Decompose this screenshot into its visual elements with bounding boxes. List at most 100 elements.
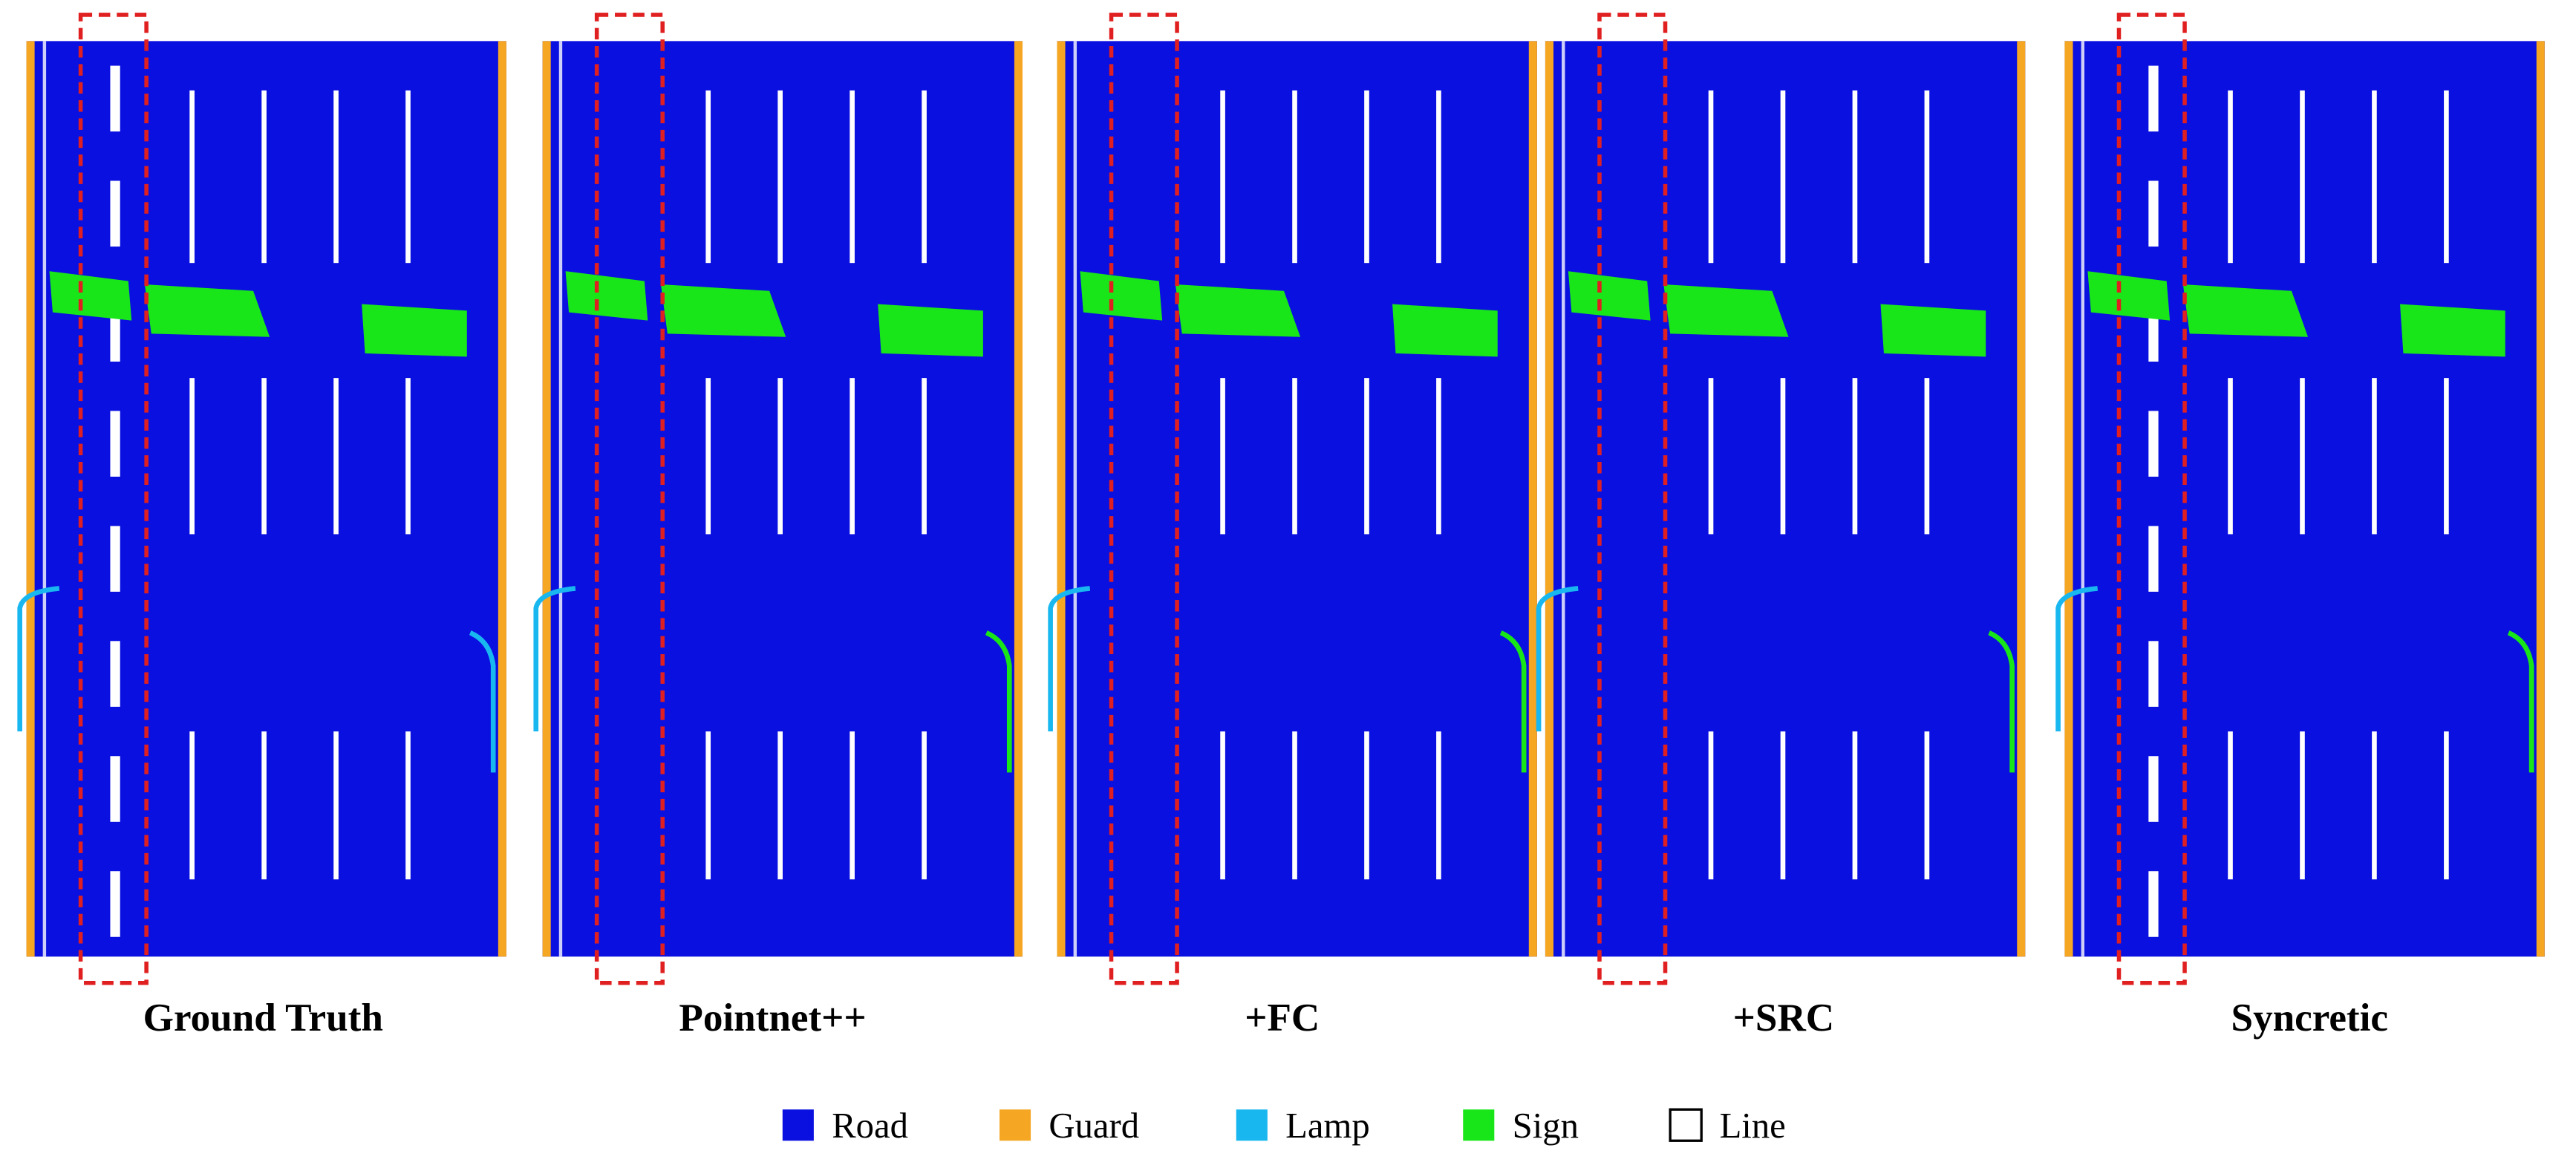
lane-line bbox=[405, 378, 411, 535]
sign bbox=[661, 284, 786, 337]
lane-line bbox=[1780, 731, 1786, 880]
legend-label: Line bbox=[1720, 1106, 1786, 1146]
sign bbox=[144, 284, 270, 337]
panel-label: +SRC bbox=[1733, 996, 1835, 1040]
lane-dash bbox=[110, 871, 120, 937]
lane-dash bbox=[110, 641, 120, 707]
lane-line bbox=[1780, 90, 1786, 264]
lane-line bbox=[2300, 378, 2305, 535]
lane-line bbox=[850, 378, 855, 535]
lamp bbox=[2507, 630, 2534, 773]
lane-line bbox=[1292, 731, 1297, 880]
highlight-box bbox=[78, 13, 149, 985]
guard bbox=[2064, 41, 2073, 957]
highlight-box bbox=[1597, 13, 1668, 985]
lane-line bbox=[705, 378, 711, 535]
edge-line bbox=[558, 41, 563, 957]
lane-line bbox=[1708, 90, 1714, 264]
sign bbox=[2400, 304, 2505, 357]
lane-line bbox=[1708, 378, 1714, 535]
lane-line bbox=[333, 731, 339, 880]
lamp bbox=[1988, 630, 2015, 773]
sign bbox=[565, 271, 648, 321]
lane-line bbox=[777, 378, 783, 535]
lane-line bbox=[2228, 731, 2233, 880]
sign bbox=[362, 304, 467, 357]
guard bbox=[542, 41, 551, 957]
lane-line bbox=[333, 378, 339, 535]
lane-dash bbox=[110, 65, 120, 132]
lamp bbox=[1536, 586, 1579, 732]
lane-line bbox=[705, 90, 711, 264]
lane-line bbox=[922, 378, 927, 535]
sign bbox=[1175, 284, 1301, 337]
lane-dash bbox=[110, 526, 120, 592]
edge-line bbox=[42, 41, 47, 957]
sign bbox=[2087, 271, 2171, 321]
highlight-box bbox=[594, 13, 665, 985]
lane-line bbox=[1852, 731, 1858, 880]
lane-line bbox=[1852, 378, 1858, 535]
highlight-box bbox=[1109, 13, 1179, 985]
panel-label: Syncretic bbox=[2231, 996, 2388, 1040]
panel-label: Ground Truth bbox=[143, 996, 383, 1040]
sign bbox=[1568, 271, 1651, 321]
panel: Syncretic bbox=[2055, 13, 2545, 1040]
legend-swatch bbox=[1463, 1109, 1495, 1141]
lane-line bbox=[1924, 90, 1930, 264]
lamp bbox=[469, 630, 496, 773]
guard bbox=[26, 41, 35, 957]
panel-label: Pointnet++ bbox=[679, 996, 866, 1040]
lane-line bbox=[1924, 731, 1930, 880]
lane-line bbox=[1292, 90, 1297, 264]
lane-line bbox=[705, 731, 711, 880]
lane-line bbox=[1292, 378, 1297, 535]
guard bbox=[2536, 41, 2545, 957]
guard bbox=[1545, 41, 1553, 957]
sign bbox=[2182, 284, 2309, 337]
guard bbox=[1057, 41, 1066, 957]
lane-line bbox=[2300, 90, 2305, 264]
lane-dash bbox=[2148, 756, 2159, 822]
lane-line bbox=[261, 378, 267, 535]
lane-line bbox=[1436, 378, 1441, 535]
panel: Pointnet++ bbox=[533, 13, 1023, 1040]
lane-line bbox=[1220, 90, 1225, 264]
highlight-box bbox=[2116, 13, 2187, 985]
lamp bbox=[17, 586, 60, 732]
guard bbox=[498, 41, 506, 957]
lane-line bbox=[1220, 731, 1225, 880]
lane-line bbox=[1364, 378, 1369, 535]
sign bbox=[1880, 304, 1986, 357]
edge-line bbox=[1073, 41, 1077, 957]
lane-dash bbox=[110, 180, 120, 247]
lane-dash bbox=[2148, 180, 2159, 247]
lane-dash bbox=[2148, 65, 2159, 132]
lamp bbox=[533, 586, 576, 732]
panel: +FC bbox=[1048, 13, 1537, 1040]
lane-line bbox=[922, 90, 927, 264]
lane-line bbox=[333, 90, 339, 264]
lane-line bbox=[189, 731, 195, 880]
legend-swatch bbox=[1000, 1109, 1031, 1141]
sign bbox=[1080, 271, 1163, 321]
lane-line bbox=[405, 90, 411, 264]
panel: Ground Truth bbox=[17, 13, 506, 1040]
lane-line bbox=[261, 90, 267, 264]
lane-line bbox=[189, 378, 195, 535]
lane-line bbox=[850, 731, 855, 880]
lane-dash bbox=[2148, 411, 2159, 477]
lamp bbox=[2055, 586, 2099, 732]
lane-line bbox=[1364, 90, 1369, 264]
sign bbox=[878, 304, 983, 357]
lane-line bbox=[1364, 731, 1369, 880]
lane-line bbox=[2300, 731, 2305, 880]
guard bbox=[1014, 41, 1023, 957]
sign bbox=[1663, 284, 1789, 337]
legend-label: Lamp bbox=[1285, 1106, 1370, 1146]
lane-line bbox=[777, 731, 783, 880]
sign bbox=[1392, 304, 1498, 357]
guard bbox=[2017, 41, 2026, 957]
lane-line bbox=[1924, 378, 1930, 535]
